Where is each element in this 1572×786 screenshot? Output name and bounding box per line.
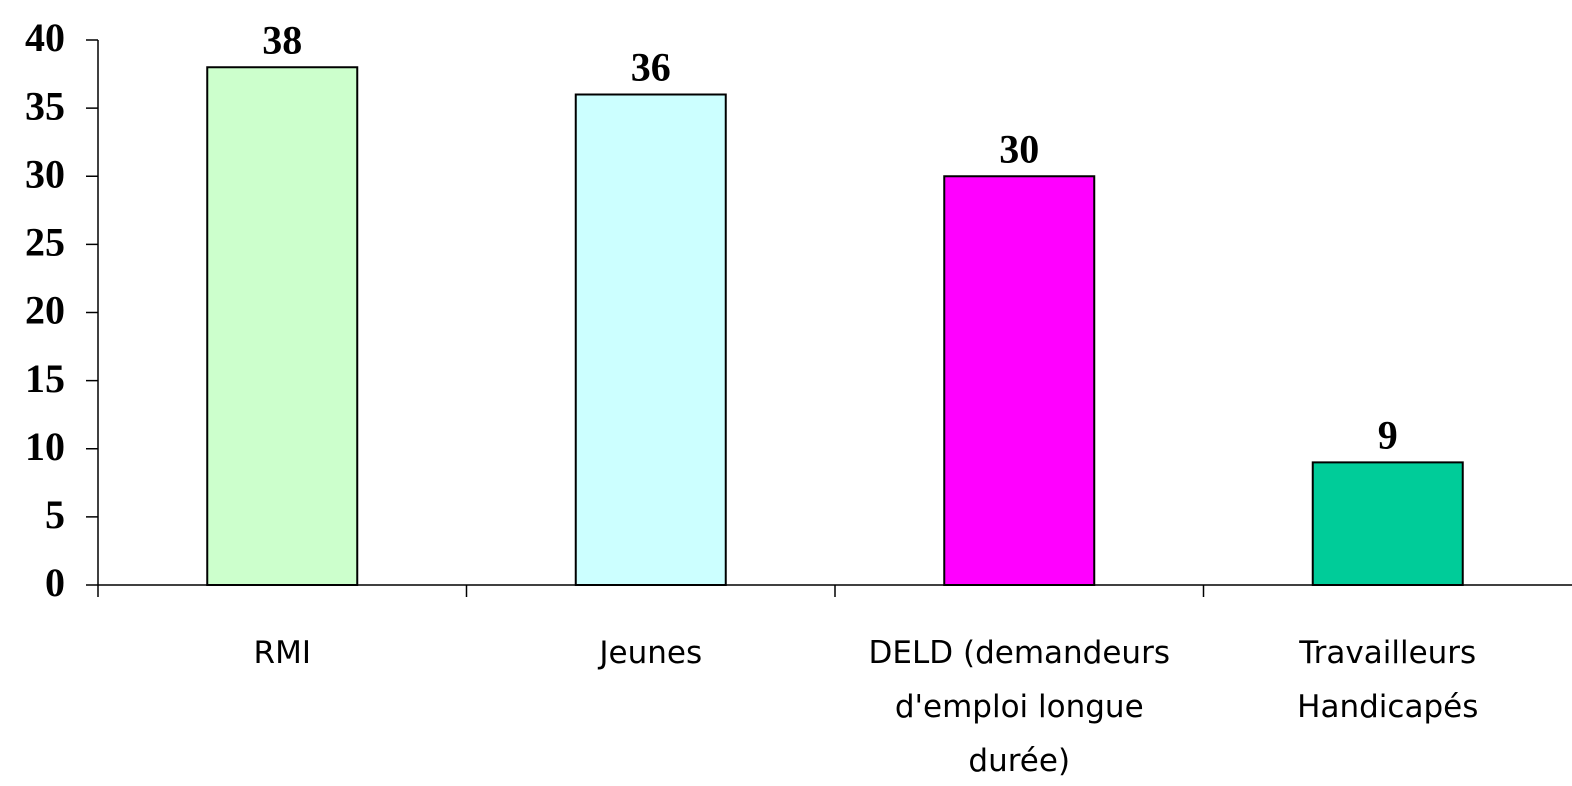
bar <box>943 175 1096 586</box>
value-label: 36 <box>631 45 671 90</box>
y-tick-label: 20 <box>25 288 65 333</box>
bar <box>1311 461 1464 586</box>
y-tick-label: 40 <box>25 15 65 60</box>
value-label: 30 <box>999 126 1039 171</box>
value-label: 9 <box>1378 412 1398 457</box>
value-label: 38 <box>262 17 302 62</box>
bar <box>206 66 359 586</box>
x-tick-label: RMI <box>253 635 311 671</box>
y-tick-label: 0 <box>45 560 65 605</box>
bar <box>574 93 727 586</box>
y-tick-label: 15 <box>25 356 65 401</box>
y-tick-label: 10 <box>25 424 65 469</box>
y-tick-label: 35 <box>25 83 65 128</box>
x-tick-label: Travailleurs Handicapés <box>1297 635 1479 725</box>
y-tick-label: 5 <box>45 492 65 537</box>
x-tick-label: DELD (demandeurs d'emploi longue durée) <box>868 635 1170 779</box>
y-tick-label: 25 <box>25 220 65 265</box>
y-tick-label: 30 <box>25 151 65 196</box>
x-tick-label: Jeunes <box>599 635 703 671</box>
